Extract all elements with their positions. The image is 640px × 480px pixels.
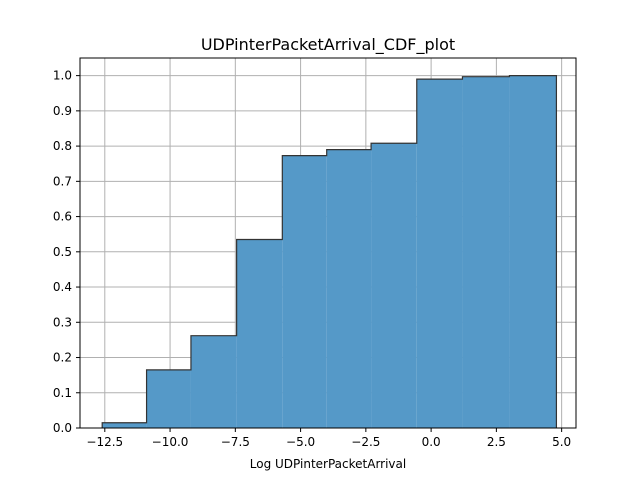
y-tick-label: 0.9 — [53, 104, 72, 118]
x-tick-label: 2.5 — [487, 435, 506, 449]
cdf-bin — [282, 155, 327, 428]
cdf-bin — [146, 369, 191, 428]
x-axis-ticks: −12.5 −10.0 −7.5 −5.0 −2.5 0.0 2.5 5.0 — [86, 428, 571, 449]
y-tick-label: 0.7 — [53, 174, 72, 188]
y-tick-label: 0.4 — [53, 280, 72, 294]
plot-frame — [79, 57, 577, 429]
cdf-bin — [371, 143, 417, 428]
cdf-bin — [416, 79, 463, 429]
cdf-bin — [462, 76, 510, 428]
x-tick-label: −12.5 — [86, 435, 123, 449]
y-tick-label: 0.1 — [53, 386, 72, 400]
x-tick-label: −2.5 — [351, 435, 380, 449]
chart-title: UDPinterPacketArrival_CDF_plot — [201, 35, 455, 55]
cdf-bin — [102, 422, 147, 428]
x-tick-label: 5.0 — [552, 435, 571, 449]
cdf-bin — [236, 239, 283, 428]
x-tick-label: −7.5 — [221, 435, 250, 449]
cdf-steps — [101, 75, 558, 429]
y-tick-label: 0.8 — [53, 139, 72, 153]
y-tick-label: 0.5 — [53, 245, 72, 259]
cdf-step-outline — [101, 75, 558, 428]
y-tick-label: 0.2 — [53, 351, 72, 365]
y-tick-label: 0.6 — [53, 210, 72, 224]
cdf-bin — [190, 335, 237, 428]
x-tick-label: 0.0 — [422, 435, 441, 449]
cdf-bin — [509, 75, 557, 428]
x-axis-label: Log UDPinterPacketArrival — [250, 457, 406, 471]
y-tick-label: 0.0 — [53, 421, 72, 435]
cdf-bin — [326, 149, 372, 428]
y-axis-ticks: 0.0 0.1 0.2 0.3 0.4 0.5 0.6 0.7 0.8 0.9 1.0 — [53, 69, 80, 435]
x-tick-label: −5.0 — [286, 435, 315, 449]
y-tick-label: 0.3 — [53, 315, 72, 329]
y-tick-label: 1.0 — [53, 69, 72, 83]
x-tick-label: −10.0 — [152, 435, 189, 449]
